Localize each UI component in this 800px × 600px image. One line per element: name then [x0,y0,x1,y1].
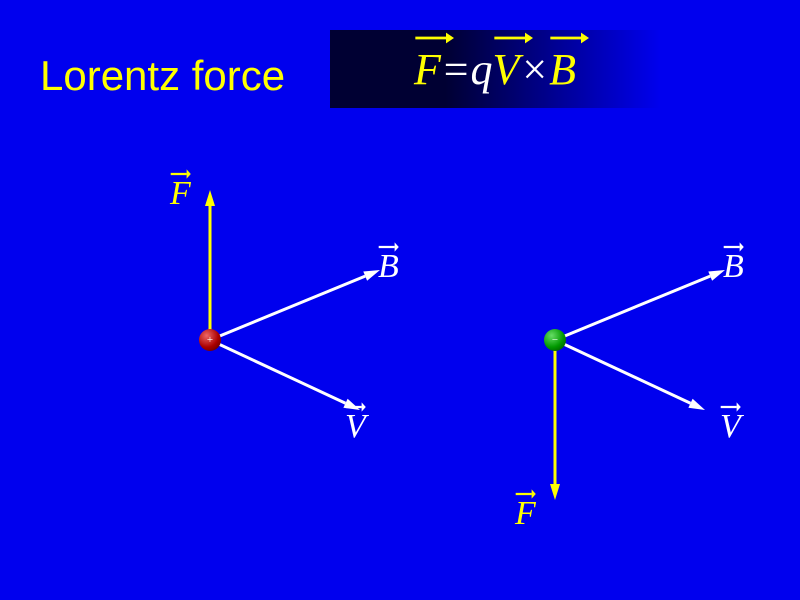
vector-label-V: V [345,408,366,446]
slide: Lorentz force F = q V × B FBVFBV +− [0,0,800,600]
negative-particle: − [544,329,566,351]
vector-label-F: F [515,495,536,533]
vector-label-B: B [378,248,399,286]
diagram-canvas [0,0,800,600]
vector-label-B: B [723,248,744,286]
vector-label-F: F [170,175,191,213]
positive-particle: + [199,329,221,351]
vector-label-V: V [720,408,741,446]
